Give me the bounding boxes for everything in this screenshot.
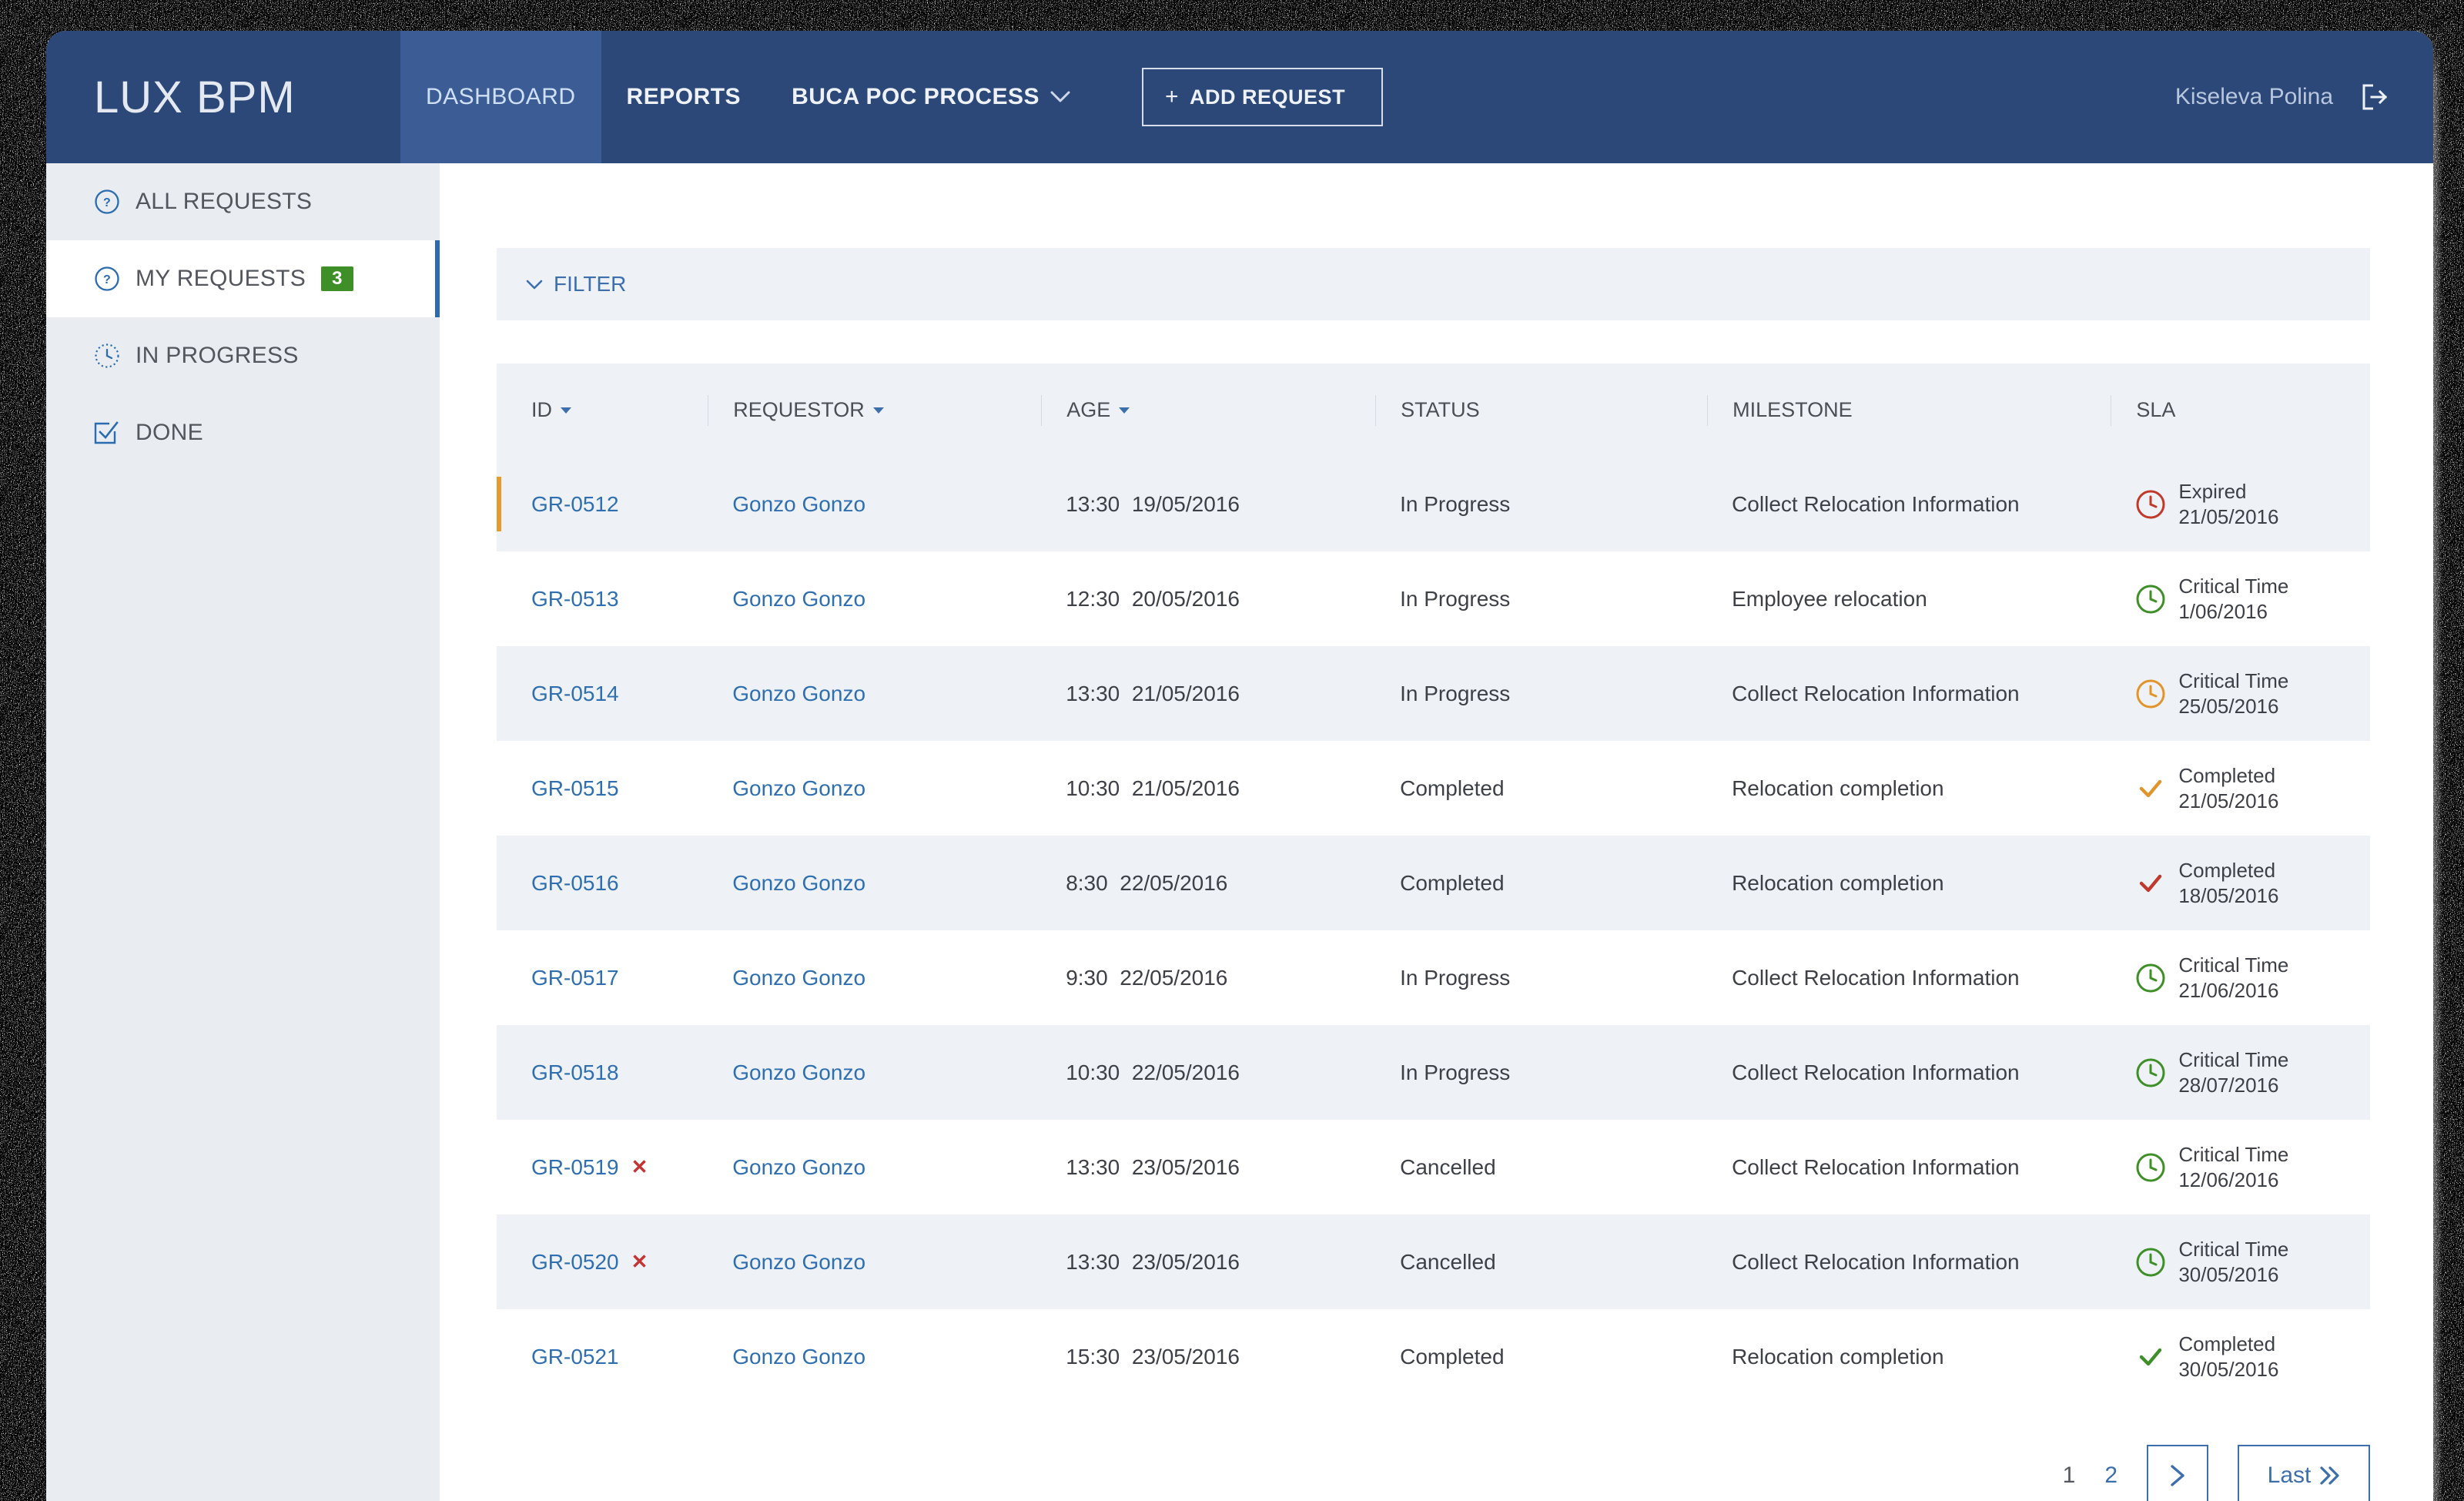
svg-text:?: ? <box>103 273 111 286</box>
svg-text:?: ? <box>103 196 111 209</box>
